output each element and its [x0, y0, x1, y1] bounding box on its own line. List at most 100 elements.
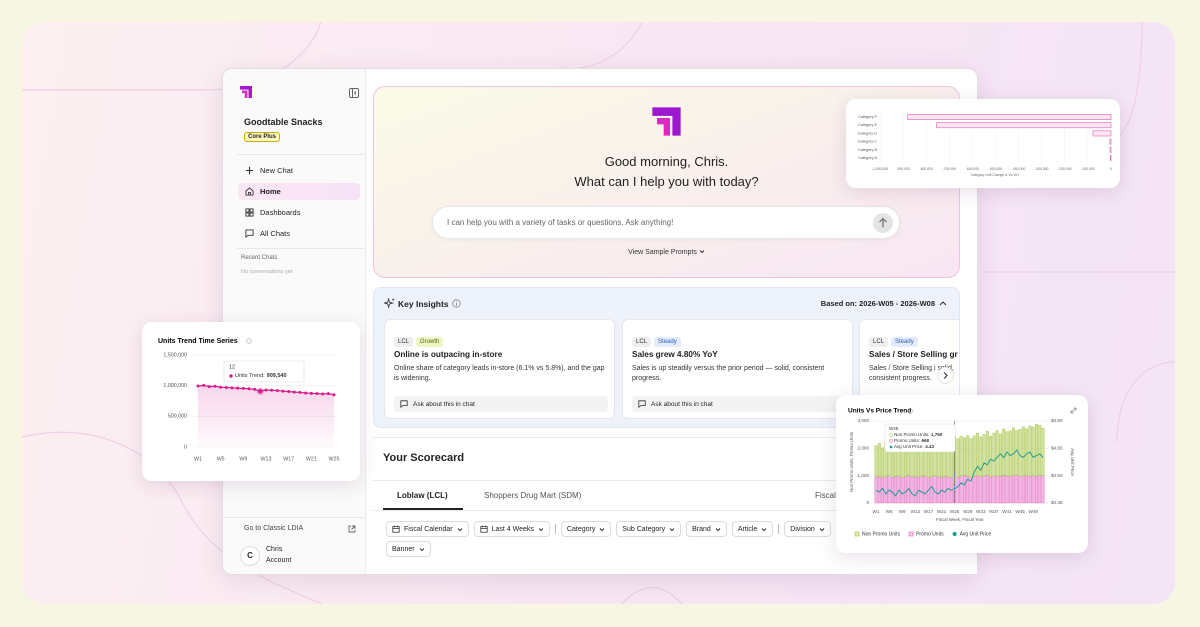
tab[interactable]: Shoppers Drug Mart (SDM)	[484, 491, 582, 500]
sample-prompts-label: View Sample Prompts	[628, 249, 697, 256]
point	[219, 385, 223, 389]
question: What can I help you with today?	[574, 174, 759, 189]
point	[230, 386, 234, 390]
x-tick-label: W25	[950, 509, 960, 514]
x-axis-label: Category Unit Change & Vs YoY	[971, 173, 1020, 177]
bar-segment	[969, 438, 973, 478]
bar-segment	[992, 476, 996, 504]
point	[275, 389, 279, 393]
filter[interactable]: Sub Category	[616, 521, 682, 537]
brand-name: Goodtable Snacks	[244, 117, 323, 127]
x-tick-label: W9	[899, 509, 906, 514]
bar-segment	[989, 476, 993, 504]
send-button[interactable]	[873, 213, 893, 233]
legend-marker	[854, 531, 860, 537]
insight-body: Sales is up steadily versus the prior pe…	[632, 365, 825, 382]
filter-label: Sub Category	[622, 525, 666, 533]
y-tick-label: Category E	[858, 123, 877, 127]
y-tick-label: 3,000	[858, 418, 870, 423]
x-tick-label: 0	[1110, 167, 1112, 171]
x-tick-label: W5	[886, 509, 893, 514]
point	[281, 389, 285, 393]
plan-badge: Core Plus	[244, 132, 281, 142]
filter-label: Banner	[392, 545, 415, 553]
filter[interactable]: Category	[560, 521, 612, 537]
x-tick-label: W1	[873, 509, 880, 514]
bar-segment	[976, 475, 979, 504]
x-axis-label: Fiscal Week, Fiscal Year	[936, 517, 984, 522]
bar-segment	[874, 445, 878, 478]
bar-segment	[1012, 427, 1015, 476]
bar-segment	[1018, 429, 1022, 477]
ask-button[interactable]: Ask about this in chat	[632, 396, 846, 412]
bar-segment	[1038, 425, 1042, 476]
filter[interactable]: Division	[784, 521, 831, 537]
bar-segment	[956, 476, 960, 504]
bar	[1109, 138, 1112, 145]
point	[321, 392, 325, 396]
collapse-chevron[interactable]	[939, 300, 947, 307]
filter[interactable]: Brand	[686, 521, 727, 537]
point	[213, 384, 217, 388]
trend-chart-card: Units Trend Time Series 0 500,000 1,000,000…	[142, 322, 360, 481]
tooltip-title: W25	[889, 426, 899, 431]
chart-title: Units Vs Price Trend	[848, 408, 911, 415]
bar-segment	[884, 476, 888, 504]
x-tick-label: W25	[329, 456, 340, 462]
point	[304, 391, 308, 395]
insight-card[interactable]: LCL Growth Online is outpacing in-store O…	[384, 319, 615, 419]
nav-new-chat[interactable]: New Chat	[238, 162, 360, 179]
y2-axis-label: Avg Unit Price	[1070, 448, 1075, 476]
tab[interactable]: Fiscal	[815, 491, 836, 500]
tooltip-label: Promo Units:	[894, 438, 920, 443]
tag: LCL	[632, 337, 652, 347]
x-tick-label: W13	[261, 456, 272, 462]
classic-link[interactable]: Go to Classic LDIA	[244, 525, 304, 532]
point	[264, 388, 268, 392]
bar-segment	[1018, 476, 1022, 504]
bar-segment	[877, 443, 881, 477]
collapse-button[interactable]	[349, 88, 359, 98]
info-icon	[452, 299, 461, 308]
y-tick-label: Category A	[858, 156, 877, 160]
filter[interactable]: Last 4 Weeks	[473, 521, 550, 537]
nav-all-chats[interactable]: All Chats	[238, 225, 360, 242]
bar-segment	[992, 432, 996, 477]
chat-input[interactable]: I can help you with a variety of tasks o…	[432, 206, 900, 239]
tooltip	[223, 360, 305, 383]
nav-home[interactable]: Home	[238, 183, 360, 200]
point	[292, 390, 296, 394]
bar-segment	[976, 433, 979, 476]
ask-button[interactable]: Ask about this in chat	[394, 396, 608, 412]
bar-segment	[959, 475, 963, 504]
filter-label: Brand	[692, 525, 711, 533]
filter[interactable]: Article	[731, 521, 774, 537]
y-tick-label: 1,000	[858, 473, 870, 478]
filter[interactable]: Banner	[386, 541, 431, 557]
bar-segment	[1002, 428, 1006, 476]
bar-segment	[1015, 430, 1019, 476]
tooltip-marker	[889, 445, 893, 449]
y2-tick-label: $4.50	[1051, 473, 1063, 478]
insight-card[interactable]: LCL Steady Sales grew 4.80% YoY Sales is …	[622, 319, 853, 419]
tab-active[interactable]: Loblaw (LCL)	[397, 491, 448, 500]
bar-segment	[956, 438, 960, 478]
y2-tick-label: $4.80	[1051, 418, 1063, 423]
bar-segment	[1025, 428, 1029, 476]
bar-segment	[1012, 475, 1015, 504]
separator	[554, 524, 556, 534]
next-button[interactable]	[937, 367, 954, 384]
bar	[907, 114, 1112, 120]
y-axis-label: Non Promo Units, Promo Units	[849, 431, 854, 492]
divider	[373, 510, 977, 511]
bar-segment	[985, 474, 989, 504]
sample-prompts[interactable]: View Sample Prompts	[373, 249, 960, 256]
filter[interactable]: Fiscal Calendar	[386, 521, 469, 537]
point	[224, 386, 228, 390]
x-tick-label: W13	[911, 509, 921, 514]
bar-segment	[1038, 474, 1042, 504]
sparkle-icon	[384, 298, 395, 309]
x-tick-label: -600,000	[966, 167, 979, 171]
nav-dashboards[interactable]: Dashboards	[238, 204, 360, 221]
x-tick-label: W1	[194, 456, 202, 462]
